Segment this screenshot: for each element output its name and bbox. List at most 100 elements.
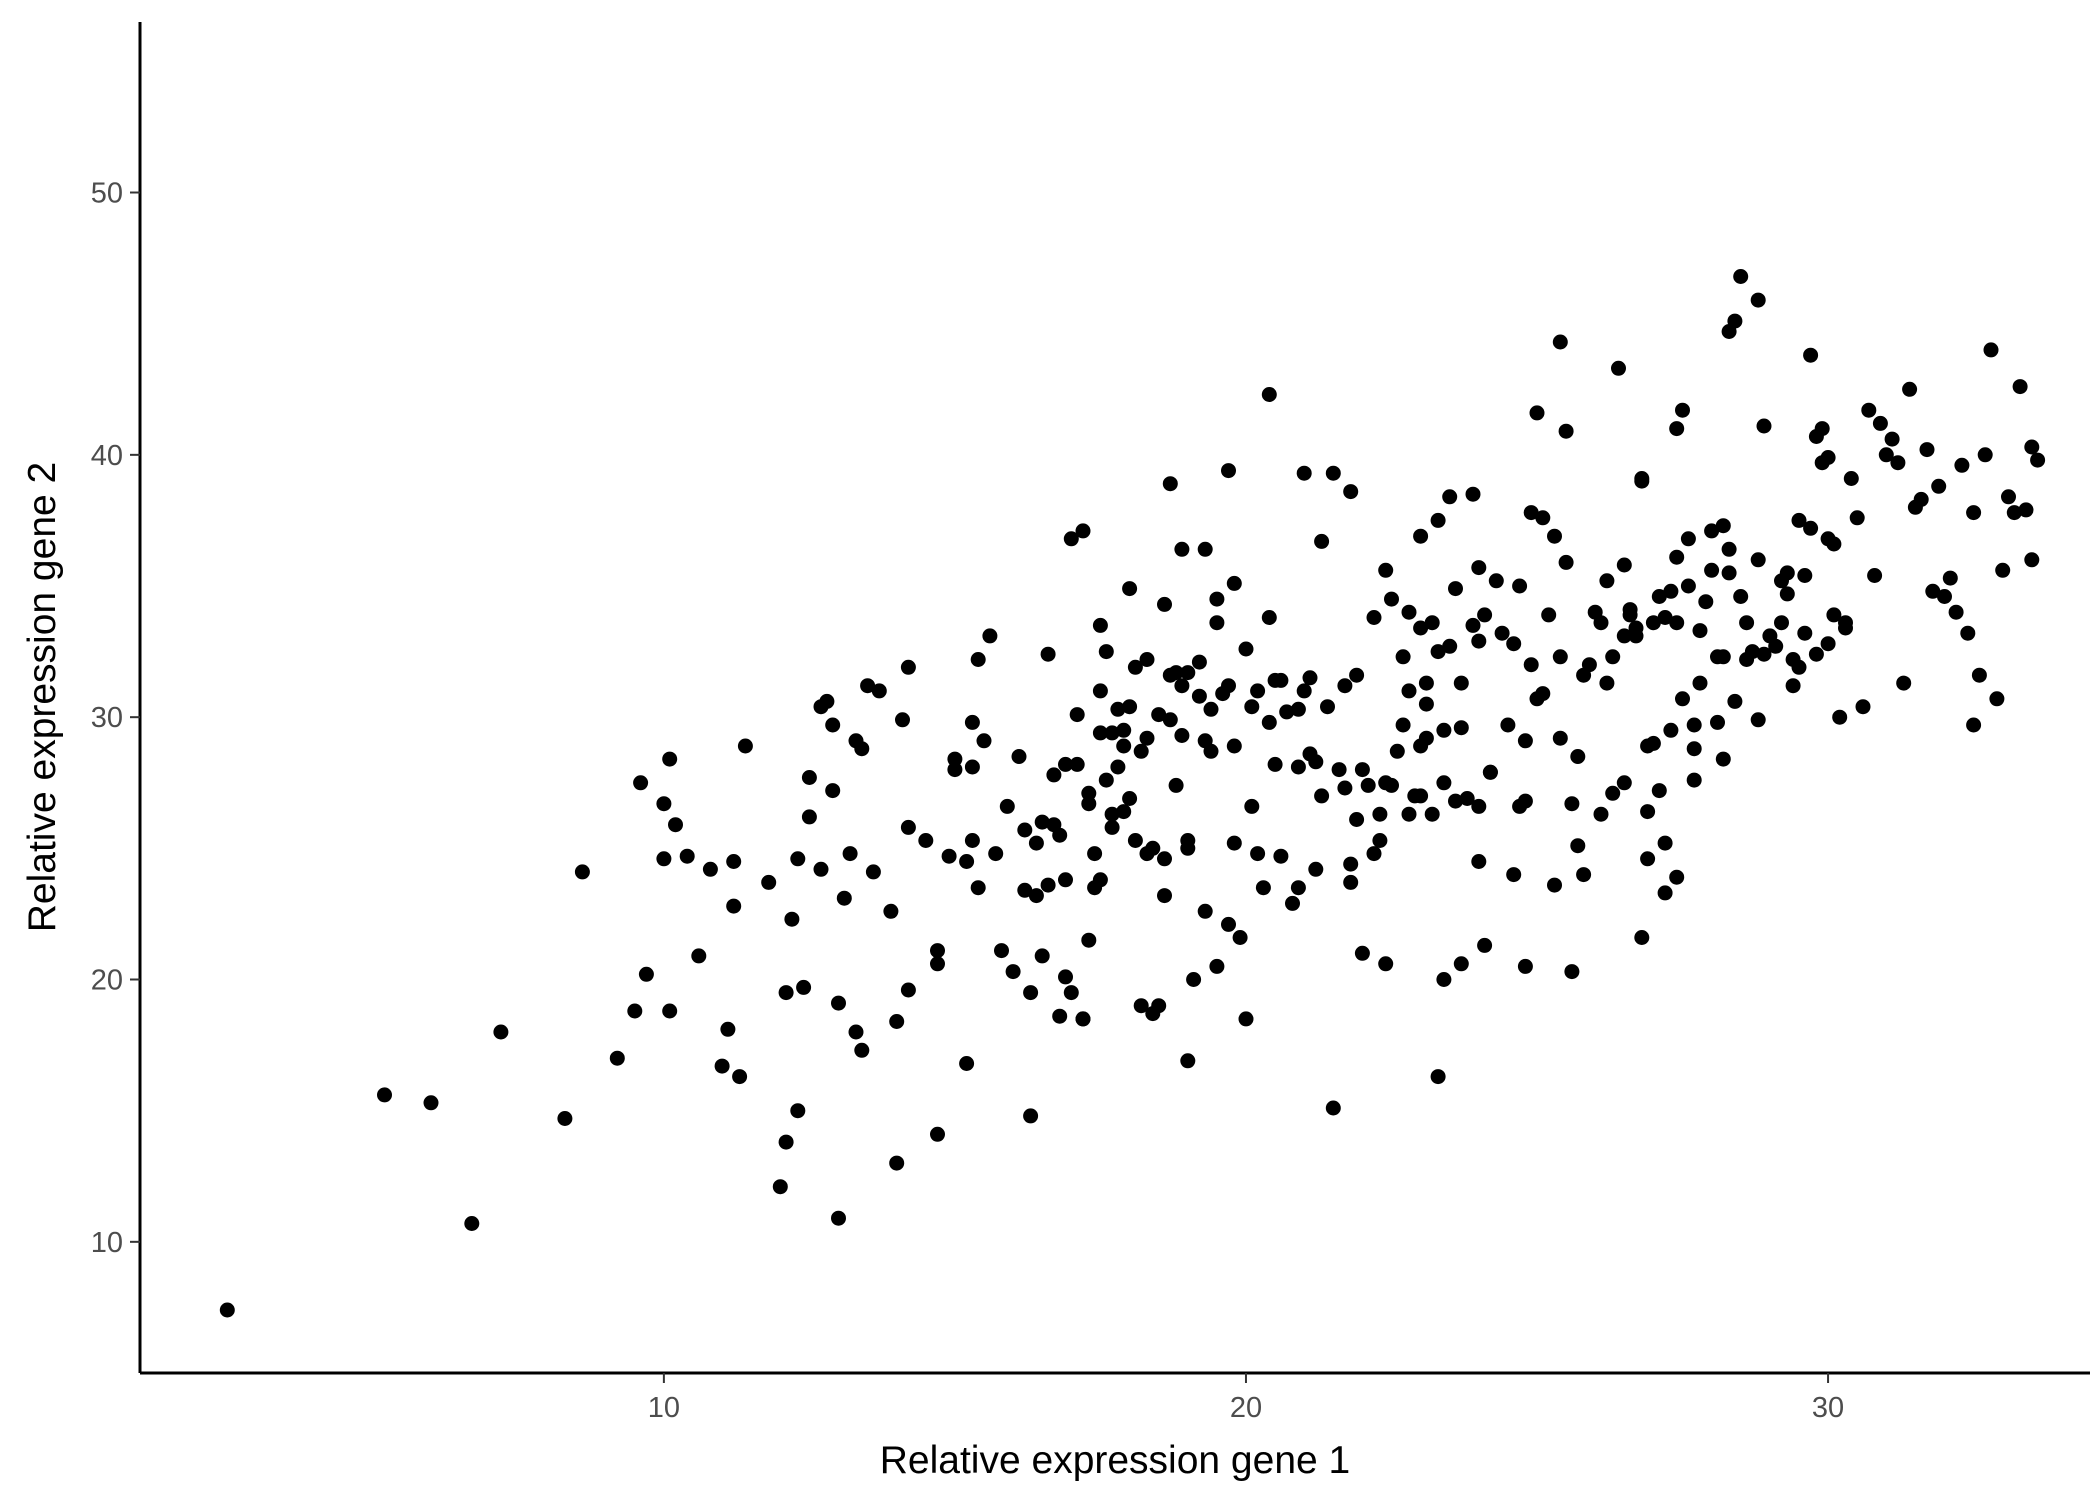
data-point [761, 874, 777, 890]
data-point [1122, 791, 1138, 806]
data-point [1110, 701, 1126, 717]
data-point [1418, 696, 1434, 712]
data-point [1506, 636, 1522, 652]
data-point [1517, 958, 1533, 974]
data-point [1162, 476, 1178, 492]
data-point [691, 948, 707, 964]
data-point [918, 833, 934, 848]
data-point [970, 880, 986, 896]
data-point [1669, 549, 1685, 565]
data-point [825, 717, 841, 733]
data-point [1616, 775, 1632, 791]
data-point [772, 1179, 788, 1195]
data-point [1092, 872, 1108, 888]
data-point [1488, 573, 1504, 589]
data-point [1680, 578, 1696, 594]
data-point [633, 775, 649, 791]
data-point [1704, 562, 1720, 578]
data-point [1139, 652, 1155, 667]
data-point [1354, 945, 1370, 961]
data-point [1634, 930, 1650, 945]
data-point [1471, 854, 1487, 869]
data-point [1197, 541, 1213, 557]
data-point [1384, 777, 1399, 793]
data-point [1098, 644, 1114, 660]
data-point [1814, 421, 1830, 437]
data-point [1838, 620, 1853, 636]
data-point [1465, 486, 1481, 502]
data-point [1453, 956, 1469, 972]
data-point [1209, 591, 1225, 607]
data-point [2006, 505, 2022, 521]
data-point [1424, 615, 1440, 631]
data-point [1698, 594, 1714, 610]
data-point [1593, 806, 1609, 822]
data-point [1017, 882, 1033, 898]
data-point [1622, 607, 1638, 623]
data-point [1558, 423, 1574, 439]
data-point [1308, 754, 1324, 770]
data-point [1116, 722, 1132, 738]
data-point [1779, 586, 1795, 602]
data-point [1657, 835, 1673, 851]
data-point [1034, 948, 1050, 964]
data-point [1028, 888, 1044, 904]
data-point [1360, 777, 1376, 793]
data-point [1645, 615, 1661, 631]
data-point [964, 759, 980, 775]
data-point [1820, 450, 1836, 465]
data-point [1104, 725, 1120, 741]
data-point [1721, 565, 1737, 581]
data-point [1535, 510, 1551, 526]
data-point [2012, 379, 2028, 395]
data-point [720, 1021, 736, 1037]
data-point [1133, 743, 1149, 759]
data-point [1692, 675, 1708, 691]
data-point [778, 1134, 794, 1150]
data-point [1692, 623, 1708, 639]
data-point [1273, 848, 1289, 864]
data-point [1325, 1100, 1341, 1116]
data-point [1453, 720, 1469, 736]
data-point [1116, 738, 1132, 754]
data-point [1669, 869, 1685, 885]
y-axis-ticks: 10 20 30 40 50 [91, 178, 140, 1259]
data-point [1995, 562, 2011, 578]
data-point [1395, 649, 1411, 665]
data-point [1186, 972, 1202, 987]
data-point [1919, 442, 1935, 458]
data-point [1244, 699, 1260, 715]
data-point [1290, 759, 1306, 775]
data-point [941, 848, 957, 864]
data-point [900, 982, 916, 998]
data-point [959, 1056, 975, 1071]
data-point [1599, 573, 1615, 589]
data-point [1966, 505, 1982, 521]
data-point [1657, 610, 1673, 625]
data-point [1023, 1108, 1039, 1124]
data-point [1890, 455, 1906, 471]
data-point [1628, 628, 1644, 644]
data-point [1971, 667, 1987, 683]
data-point [1570, 749, 1586, 764]
data-point [1366, 846, 1382, 862]
data-point [930, 956, 945, 972]
data-point [1966, 717, 1982, 733]
data-point [1942, 570, 1958, 586]
data-point [1826, 536, 1842, 552]
data-point [1255, 880, 1271, 896]
data-point [1180, 1053, 1196, 1069]
data-point [964, 714, 980, 730]
data-point [493, 1024, 509, 1040]
y-tick-label: 30 [91, 702, 123, 734]
data-point [1261, 387, 1277, 402]
data-point [1384, 591, 1399, 607]
data-point [1977, 447, 1993, 463]
data-point [1267, 756, 1283, 772]
data-point [609, 1050, 625, 1066]
data-point [656, 851, 672, 867]
data-point [871, 683, 887, 699]
x-tick-label: 10 [648, 1392, 680, 1424]
data-point [854, 741, 870, 757]
data-point [1756, 418, 1772, 434]
